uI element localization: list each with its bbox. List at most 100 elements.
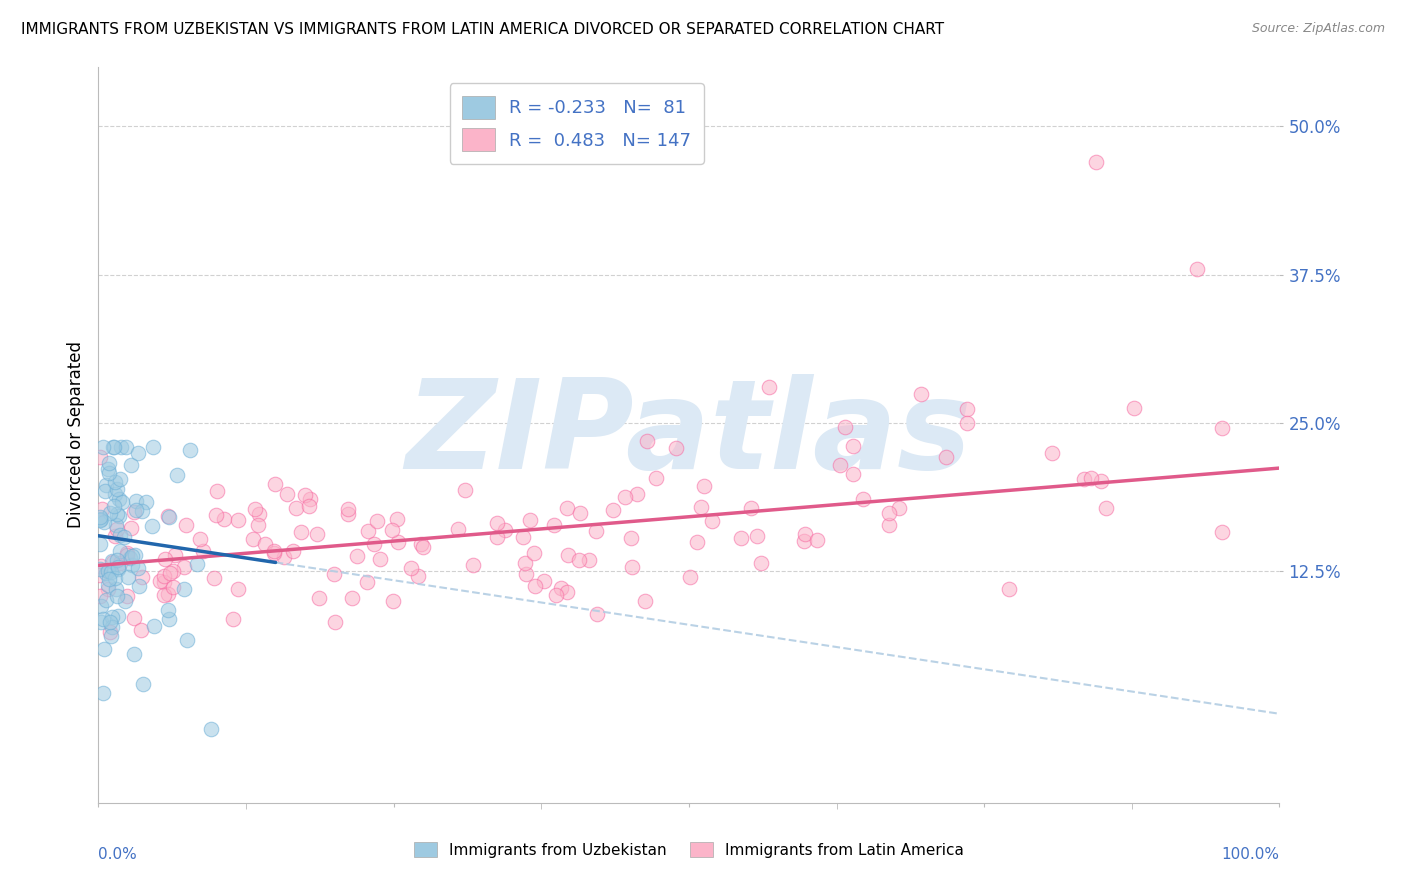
Point xyxy=(114,594,136,608)
Point xyxy=(104,571,127,585)
Point xyxy=(143,619,166,633)
Text: 100.0%: 100.0% xyxy=(1222,847,1279,862)
Point xyxy=(387,511,409,525)
Point xyxy=(129,624,152,638)
Point xyxy=(97,582,120,596)
Point xyxy=(399,560,422,574)
Point xyxy=(97,578,120,592)
Point xyxy=(204,508,226,523)
Point xyxy=(90,599,112,613)
Point xyxy=(686,534,709,549)
Point xyxy=(94,478,117,492)
Point xyxy=(157,587,180,601)
Point xyxy=(254,537,277,551)
Point xyxy=(115,589,138,603)
Point xyxy=(519,512,541,526)
Point xyxy=(285,501,308,516)
Point xyxy=(105,507,128,521)
Point xyxy=(176,632,198,647)
Point xyxy=(200,722,222,736)
Point xyxy=(166,468,188,483)
Point xyxy=(157,509,180,524)
Point xyxy=(323,567,346,582)
Point xyxy=(108,508,131,523)
Point xyxy=(636,434,658,449)
Point xyxy=(118,550,141,565)
Point xyxy=(98,572,121,586)
Point xyxy=(665,441,688,455)
Point xyxy=(101,620,124,634)
Point xyxy=(463,558,485,572)
Point xyxy=(222,612,245,626)
Point xyxy=(997,582,1019,596)
Point xyxy=(149,574,172,588)
Point xyxy=(357,524,380,538)
Point xyxy=(117,546,139,560)
Point xyxy=(98,466,121,480)
Point xyxy=(263,476,285,491)
Point xyxy=(749,556,772,570)
Point xyxy=(740,500,762,515)
Point xyxy=(93,516,115,530)
Point xyxy=(125,503,148,517)
Point xyxy=(557,548,579,562)
Point xyxy=(152,574,174,589)
Point xyxy=(107,562,129,576)
Point xyxy=(693,478,716,492)
Point xyxy=(121,549,143,563)
Point xyxy=(263,546,285,560)
Point xyxy=(340,591,363,606)
Point xyxy=(135,495,157,509)
Point xyxy=(89,450,111,464)
Point xyxy=(569,506,592,520)
Point xyxy=(89,589,111,603)
Point xyxy=(105,518,128,533)
Point xyxy=(112,530,135,544)
Point xyxy=(325,615,347,629)
Point xyxy=(555,585,578,599)
Point xyxy=(157,612,180,626)
Point xyxy=(101,610,124,624)
Point xyxy=(382,593,405,607)
Point xyxy=(157,603,180,617)
Point xyxy=(91,440,114,454)
Point xyxy=(834,420,856,434)
Point xyxy=(366,515,388,529)
Point xyxy=(98,506,121,520)
Point xyxy=(409,537,432,551)
Point xyxy=(173,582,195,596)
Point xyxy=(273,549,295,564)
Point xyxy=(513,556,536,570)
Point xyxy=(105,582,128,597)
Point xyxy=(346,549,368,564)
Point xyxy=(90,501,112,516)
Point xyxy=(191,544,214,558)
Point xyxy=(621,560,644,574)
Point xyxy=(245,502,267,516)
Point xyxy=(956,401,979,416)
Point xyxy=(363,537,385,551)
Point xyxy=(90,512,112,526)
Point xyxy=(162,580,184,594)
Point xyxy=(91,612,114,626)
Point xyxy=(515,566,537,581)
Point xyxy=(107,608,129,623)
Point xyxy=(1080,471,1102,485)
Point xyxy=(98,615,121,629)
Point xyxy=(851,492,873,507)
Point xyxy=(294,487,316,501)
Y-axis label: Divorced or Separated: Divorced or Separated xyxy=(66,342,84,528)
Point xyxy=(89,562,111,576)
Point xyxy=(105,552,128,566)
Point xyxy=(122,647,145,661)
Point xyxy=(830,458,852,472)
Point xyxy=(454,483,477,498)
Point xyxy=(101,440,124,454)
Point xyxy=(226,513,249,527)
Point xyxy=(132,677,155,691)
Point xyxy=(485,530,508,544)
Point xyxy=(602,503,624,517)
Point xyxy=(104,475,127,489)
Point xyxy=(89,568,111,582)
Point xyxy=(89,537,111,551)
